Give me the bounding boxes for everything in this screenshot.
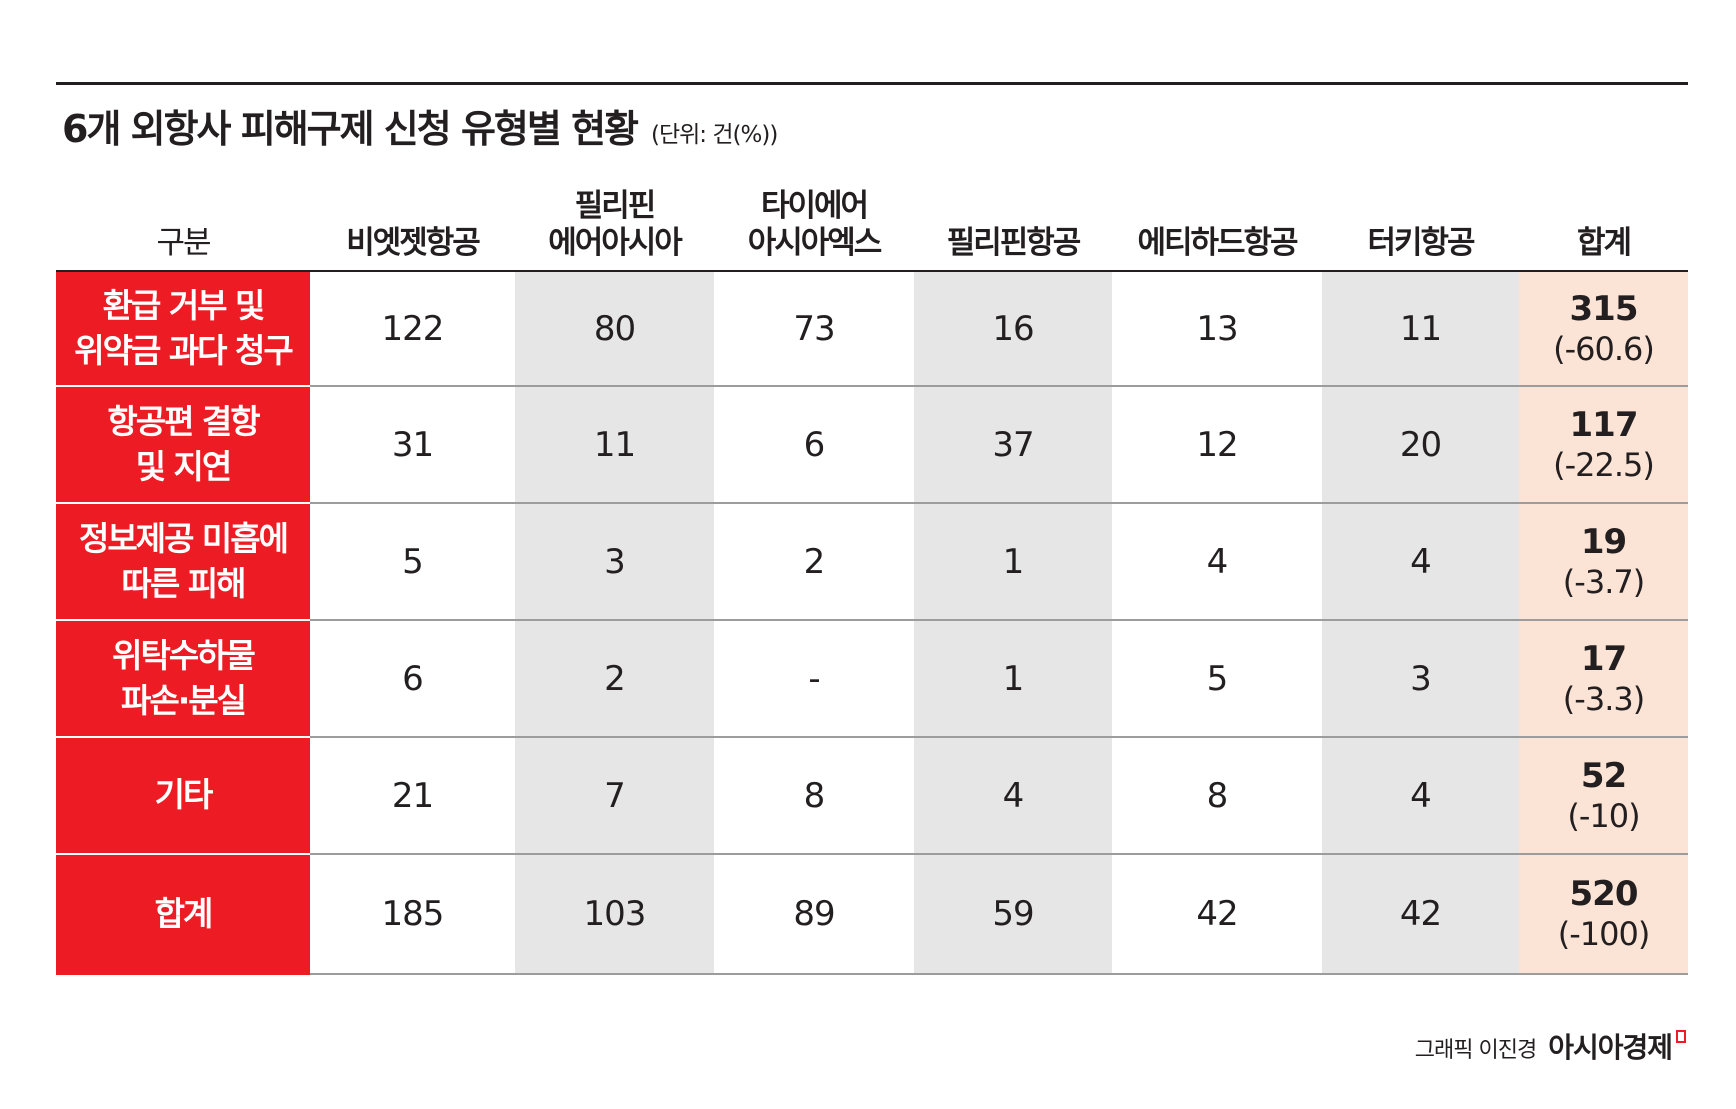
total-percent: (-100) — [1557, 915, 1651, 954]
header-row: 구분 비엣젯항공 필리핀 에어아시아 타이에어 아시아엑스 필리핀항공 에티하드… — [56, 170, 1688, 272]
total-percent: (-60.6) — [1553, 329, 1655, 368]
data-cell: 8 — [714, 737, 914, 855]
row-label: 합계 — [56, 854, 310, 975]
header-corner: 구분 — [56, 170, 310, 272]
chart-title: 6개 외항사 피해구제 신청 유형별 현황 — [62, 107, 639, 151]
total-value: 520 — [1569, 874, 1639, 915]
data-table: 구분 비엣젯항공 필리핀 에어아시아 타이에어 아시아엑스 필리핀항공 에티하드… — [56, 170, 1688, 975]
row-label: 정보제공 미흡에 따른 피해 — [56, 503, 310, 621]
row-label: 위탁수하물 파손·분실 — [56, 620, 310, 738]
data-cell: 42 — [1112, 854, 1322, 975]
data-cell: 11 — [515, 386, 714, 504]
data-cell: 1 — [914, 503, 1112, 621]
total-percent: (-3.7) — [1562, 562, 1645, 601]
brand-mark-icon — [1676, 1030, 1686, 1043]
unit-label: (단위: 건(%)) — [651, 122, 778, 148]
total-percent: (-10) — [1567, 796, 1640, 835]
total-cell: 520 (-100) — [1519, 854, 1688, 975]
column-header: 타이에어 아시아엑스 — [714, 170, 914, 272]
total-percent: (-3.3) — [1562, 679, 1645, 718]
total-percent: (-22.5) — [1553, 445, 1655, 484]
data-cell: 6 — [714, 386, 914, 504]
column-header-total: 합계 — [1519, 170, 1688, 272]
data-cell: 6 — [310, 620, 515, 738]
top-rule — [56, 82, 1688, 85]
data-cell: 3 — [515, 503, 714, 621]
row-label: 환급 거부 및 위약금 과다 청구 — [56, 271, 310, 387]
table-row: 기타 21 7 8 4 8 4 52 (-10) — [56, 737, 1688, 855]
data-cell: 8 — [1112, 737, 1322, 855]
data-cell: 4 — [1322, 737, 1519, 855]
total-value: 19 — [1580, 521, 1627, 562]
data-cell: 59 — [914, 854, 1112, 975]
table-row: 항공편 결항 및 지연 31 11 6 37 12 20 117 (-22.5) — [56, 386, 1688, 504]
table-row: 환급 거부 및 위약금 과다 청구 122 80 73 16 13 11 315… — [56, 271, 1688, 387]
data-cell: 80 — [515, 271, 714, 387]
data-cell: 89 — [714, 854, 914, 975]
table-row-total: 합계 185 103 89 59 42 42 520 (-100) — [56, 854, 1688, 975]
column-header: 비엣젯항공 — [310, 170, 515, 272]
total-value: 315 — [1569, 288, 1639, 329]
table-row: 정보제공 미흡에 따른 피해 5 3 2 1 4 4 19 (-3.7) — [56, 503, 1688, 621]
data-cell: - — [714, 620, 914, 738]
data-cell: 185 — [310, 854, 515, 975]
row-label: 항공편 결항 및 지연 — [56, 386, 310, 504]
row-label: 기타 — [56, 737, 310, 855]
table-row: 위탁수하물 파손·분실 6 2 - 1 5 3 17 (-3.3) — [56, 620, 1688, 738]
data-cell: 37 — [914, 386, 1112, 504]
column-header: 에티하드항공 — [1112, 170, 1322, 272]
data-cell: 122 — [310, 271, 515, 387]
graphic-credit: 그래픽 이진경 — [1414, 1038, 1537, 1063]
total-value: 17 — [1580, 638, 1627, 679]
data-cell: 31 — [310, 386, 515, 504]
data-cell: 4 — [914, 737, 1112, 855]
column-header: 필리핀 에어아시아 — [515, 170, 714, 272]
data-cell: 4 — [1112, 503, 1322, 621]
total-cell: 117 (-22.5) — [1519, 386, 1688, 504]
data-cell: 11 — [1322, 271, 1519, 387]
data-cell: 12 — [1112, 386, 1322, 504]
data-cell: 42 — [1322, 854, 1519, 975]
data-cell: 2 — [714, 503, 914, 621]
column-header: 터키항공 — [1322, 170, 1519, 272]
total-value: 52 — [1580, 755, 1627, 796]
data-cell: 3 — [1322, 620, 1519, 738]
data-cell: 13 — [1112, 271, 1322, 387]
data-cell: 5 — [1112, 620, 1322, 738]
total-cell: 52 (-10) — [1519, 737, 1688, 855]
total-cell: 315 (-60.6) — [1519, 271, 1688, 387]
data-cell: 5 — [310, 503, 515, 621]
data-cell: 73 — [714, 271, 914, 387]
data-cell: 21 — [310, 737, 515, 855]
column-header: 필리핀항공 — [914, 170, 1112, 272]
title-block: 6개 외항사 피해구제 신청 유형별 현황 (단위: 건(%)) — [62, 98, 778, 158]
data-cell: 16 — [914, 271, 1112, 387]
data-cell: 103 — [515, 854, 714, 975]
credit-line: 그래픽 이진경 아시아경제 — [1415, 1026, 1686, 1066]
data-cell: 4 — [1322, 503, 1519, 621]
brand-logo: 아시아경제 — [1548, 1031, 1673, 1064]
total-value: 117 — [1569, 404, 1639, 445]
data-cell: 20 — [1322, 386, 1519, 504]
total-cell: 19 (-3.7) — [1519, 503, 1688, 621]
data-cell: 7 — [515, 737, 714, 855]
total-cell: 17 (-3.3) — [1519, 620, 1688, 738]
data-cell: 2 — [515, 620, 714, 738]
data-cell: 1 — [914, 620, 1112, 738]
